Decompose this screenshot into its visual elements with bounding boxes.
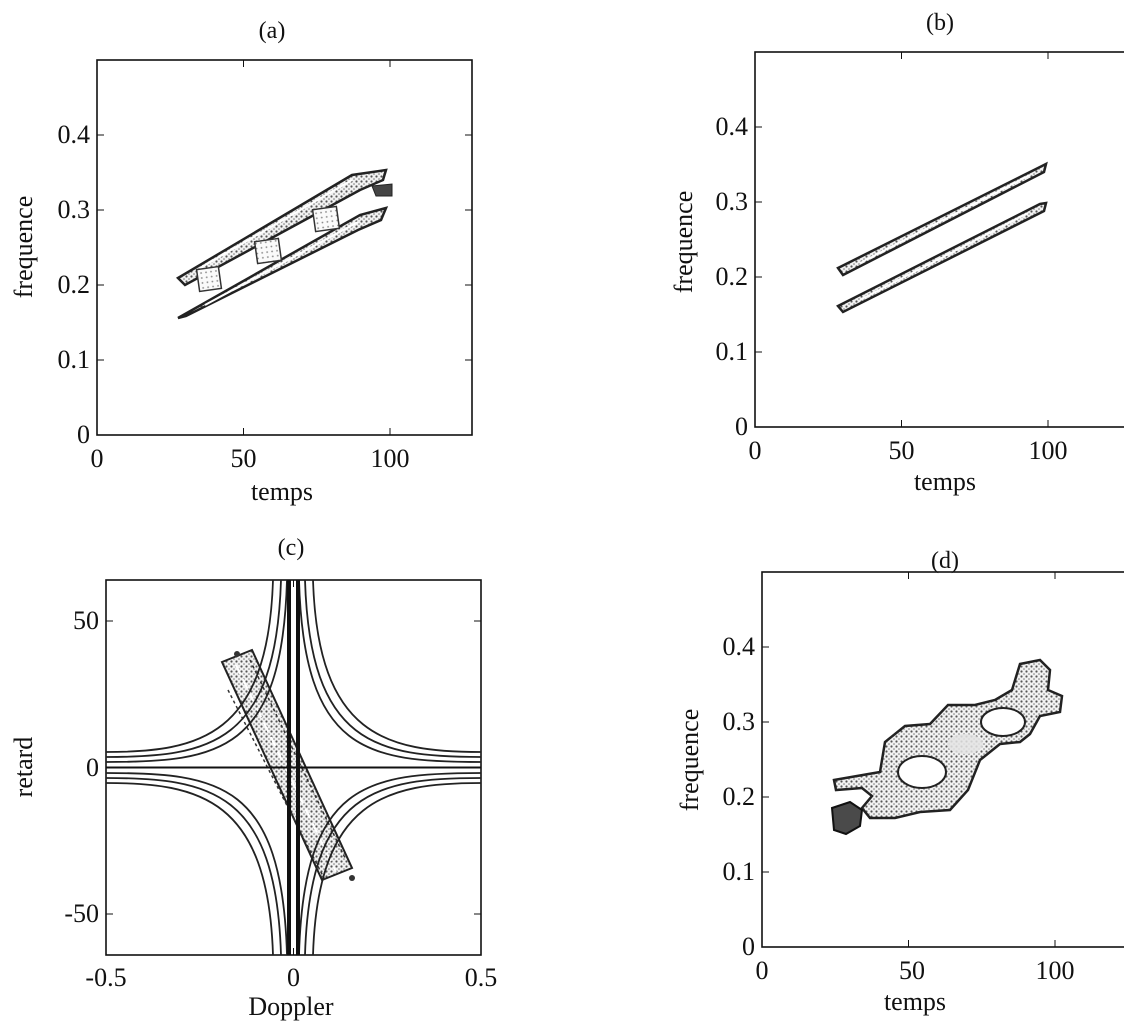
panel-a-ytick-01: 0.1 [58,345,91,374]
panel-c-xtick-neg05: -0.5 [85,963,126,992]
panel-b-plot [836,161,1048,314]
panel-b: (b) 0 50 100 0 0.1 0.2 0.3 0.4 temps fre… [669,10,1124,496]
panel-c-ytick-0: 0 [86,753,99,782]
panel-a-xtick-0: 0 [91,444,104,473]
panel-d-ytick-01: 0.1 [723,857,756,886]
panel-d: (d) 0 50 100 0 0.1 0.2 0.3 0.4 temps fre… [675,548,1124,1016]
panel-a-ytick-0: 0 [77,420,90,449]
panel-d-xtick-100: 100 [1036,956,1075,985]
panel-d-hole-1 [897,755,947,789]
panel-a-xticks [243,60,391,435]
panel-d-small-blob [830,800,864,836]
panel-a-plot [175,168,393,320]
panel-c-xtick-0: 0 [287,963,300,992]
panel-b-ytick-0: 0 [735,412,748,441]
panel-b-ylabel: frequence [669,191,698,293]
panel-a-yticks [97,134,472,361]
panel-c-ytick-50: 50 [73,606,99,635]
panel-a-xlabel: temps [251,477,313,506]
panel-a-ytick-02: 0.2 [58,270,91,299]
panel-b-xtick-50: 50 [889,436,915,465]
panel-d-xtick-50: 50 [899,956,925,985]
panel-c-title: (c) [278,535,305,561]
panel-b-xticks [901,52,1049,427]
panel-d-blob [832,658,1064,820]
panel-d-xlabel: temps [884,987,946,1016]
panel-b-ytick-02: 0.2 [716,262,749,291]
panel-d-highlight [947,734,983,754]
panel-d-xtick-0: 0 [756,956,769,985]
panel-b-xlabel: temps [914,467,976,496]
panel-a-interference [195,183,393,293]
panel-a-chirp-1 [175,168,388,287]
panel-b-ytick-04: 0.4 [716,112,749,141]
panel-d-plot [830,658,1064,836]
panel-c-speck-1 [234,651,240,657]
panel-b-ytick-03: 0.3 [716,187,749,216]
panel-d-frame [761,571,1124,948]
panel-d-xticks [908,572,1056,947]
panel-d-yticks [762,646,769,873]
panel-a-ytick-03: 0.3 [58,195,91,224]
panel-c-plot [105,579,482,956]
panel-c: (c) -0.5 0 0.5 -50 0 50 Doppler retard [9,535,497,1021]
panel-d-ytick-02: 0.2 [723,782,756,811]
panel-c-xlabel: Doppler [248,992,334,1021]
panel-d-ytick-04: 0.4 [723,632,756,661]
panel-a-ylabel: frequence [9,196,38,298]
panel-b-title: (b) [926,10,954,36]
panel-c-xtick-05: 0.5 [465,963,498,992]
panel-b-xtick-100: 100 [1029,436,1068,465]
panel-a-xtick-100: 100 [371,444,410,473]
panel-b-yticks [755,126,762,353]
panel-a-title: (a) [259,18,286,44]
panel-c-contours [105,579,482,956]
panel-c-ytick-neg50: -50 [64,899,99,928]
panel-b-frame [754,51,1124,428]
panel-d-ytick-03: 0.3 [723,707,756,736]
panel-a-xtick-50: 50 [231,444,257,473]
panel-a-frame [96,59,473,436]
panel-b-xtick-0: 0 [749,436,762,465]
panel-a-ytick-04: 0.4 [58,120,91,149]
panel-c-speck-2 [349,875,355,881]
panel-b-ytick-01: 0.1 [716,337,749,366]
panel-d-ylabel: frequence [675,709,704,811]
panel-a: (a) 0 50 100 0 0.1 0.2 0.3 0.4 temps fre… [9,18,473,506]
panel-d-hole-2 [980,707,1026,737]
panel-d-title: (d) [931,548,959,574]
panel-d-ytick-0: 0 [742,932,755,961]
panel-c-ylabel: retard [9,737,38,798]
